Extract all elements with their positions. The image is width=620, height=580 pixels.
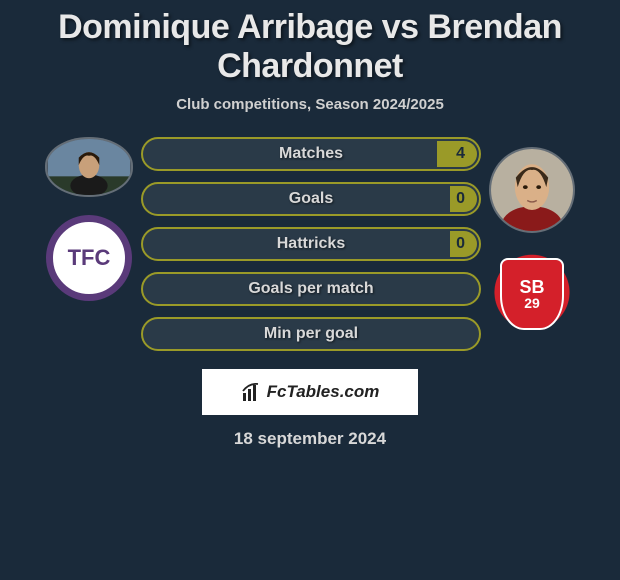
brand-box[interactable]: FcTables.com <box>202 369 418 415</box>
right-player-avatar <box>489 147 575 233</box>
comparison-card: Dominique Arribage vs Brendan Chardonnet… <box>0 0 620 449</box>
stat-row-matches: Matches 4 <box>141 137 481 171</box>
stat-label: Hattricks <box>277 235 345 253</box>
left-club-code: TFC <box>68 245 111 271</box>
left-player-avatar <box>45 137 133 197</box>
right-club-crest: SB 29 <box>489 251 575 337</box>
stat-row-goals: Goals 0 <box>141 182 481 216</box>
left-column: TFC <box>45 133 133 301</box>
stat-value-right: 0 <box>456 235 465 253</box>
page-title: Dominique Arribage vs Brendan Chardonnet <box>0 0 620 90</box>
stat-row-hattricks: Hattricks 0 <box>141 227 481 261</box>
stat-value-right: 0 <box>456 190 465 208</box>
right-column: SB 29 <box>489 133 575 337</box>
brand-text: FcTables.com <box>267 382 380 402</box>
subtitle: Club competitions, Season 2024/2025 <box>0 96 620 113</box>
left-club-crest: TFC <box>46 215 132 301</box>
stat-label: Goals <box>289 190 333 208</box>
person-icon <box>491 149 573 231</box>
stat-row-min-per-goal: Min per goal <box>141 317 481 351</box>
stat-value-right: 4 <box>456 145 465 163</box>
shield-icon: SB 29 <box>500 258 564 330</box>
main-row: TFC Matches 4 Goals 0 Hattricks 0 Go <box>0 133 620 351</box>
right-club-code-bottom: 29 <box>524 296 540 310</box>
right-club-code-top: SB <box>519 278 544 296</box>
stat-label: Min per goal <box>264 325 358 343</box>
date-label: 18 september 2024 <box>0 429 620 449</box>
stat-row-goals-per-match: Goals per match <box>141 272 481 306</box>
person-icon <box>47 139 131 195</box>
stats-column: Matches 4 Goals 0 Hattricks 0 Goals per … <box>141 133 481 351</box>
stat-label: Matches <box>279 145 343 163</box>
stat-label: Goals per match <box>248 280 373 298</box>
bar-chart-icon <box>241 381 263 403</box>
